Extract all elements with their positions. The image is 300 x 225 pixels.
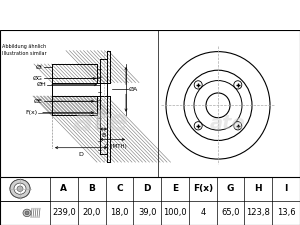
- Text: H: H: [254, 184, 262, 193]
- Text: 65,0: 65,0: [221, 208, 240, 217]
- Text: 39,0: 39,0: [138, 208, 157, 217]
- Circle shape: [23, 209, 31, 217]
- Text: B: B: [101, 133, 106, 138]
- Text: F(x): F(x): [193, 184, 213, 193]
- Text: ØA: ØA: [129, 87, 138, 92]
- Text: ate: ate: [210, 115, 246, 133]
- Text: B: B: [88, 184, 95, 193]
- Text: ØG: ØG: [33, 76, 43, 81]
- Circle shape: [17, 186, 23, 191]
- Text: 18,0: 18,0: [110, 208, 129, 217]
- Text: 4: 4: [200, 208, 206, 217]
- Text: A: A: [60, 184, 68, 193]
- Text: C: C: [116, 184, 123, 193]
- Text: I: I: [284, 184, 288, 193]
- Circle shape: [25, 211, 29, 215]
- Text: D: D: [143, 184, 151, 193]
- Text: ØH: ØH: [36, 82, 46, 87]
- Text: E: E: [172, 184, 178, 193]
- Text: ate: ate: [72, 108, 128, 137]
- Text: D: D: [79, 152, 83, 157]
- Text: Abbildung ähnlich
Illustration similar: Abbildung ähnlich Illustration similar: [2, 44, 46, 56]
- Text: 239,0: 239,0: [52, 208, 76, 217]
- Text: ØE: ØE: [34, 99, 43, 104]
- Text: 123,8: 123,8: [246, 208, 270, 217]
- Text: 13,6: 13,6: [277, 208, 296, 217]
- Text: G: G: [227, 184, 234, 193]
- Text: 24.0120-0123.1: 24.0120-0123.1: [64, 9, 176, 21]
- Circle shape: [14, 183, 26, 194]
- Text: 420123: 420123: [199, 9, 251, 21]
- Text: 100,0: 100,0: [163, 208, 187, 217]
- Text: F(x): F(x): [25, 110, 37, 115]
- Text: ØI: ØI: [36, 65, 43, 70]
- Circle shape: [10, 179, 30, 198]
- Text: C (MTH): C (MTH): [105, 144, 126, 149]
- Text: 20,0: 20,0: [82, 208, 101, 217]
